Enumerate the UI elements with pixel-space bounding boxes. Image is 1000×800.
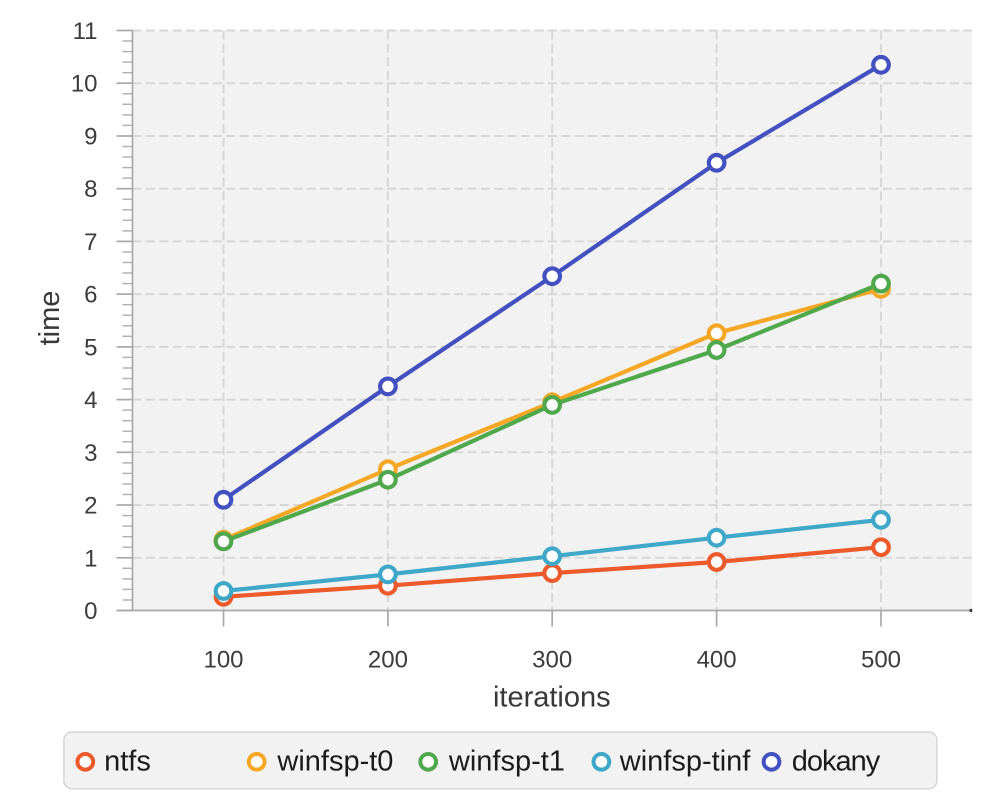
svg-text:400: 400 — [697, 646, 737, 673]
svg-text:winfsp-t0: winfsp-t0 — [276, 746, 393, 778]
svg-text:6: 6 — [84, 282, 97, 309]
svg-text:5: 5 — [84, 334, 97, 361]
svg-text:7: 7 — [84, 229, 97, 256]
svg-text:2: 2 — [84, 493, 97, 520]
svg-text:11: 11 — [73, 18, 98, 45]
svg-text:300: 300 — [532, 646, 572, 673]
svg-text:dokany: dokany — [792, 746, 881, 778]
svg-text:4: 4 — [84, 387, 97, 414]
svg-text:3: 3 — [84, 440, 97, 467]
svg-text:9: 9 — [84, 124, 97, 151]
svg-text:winfsp-tinf: winfsp-tinf — [619, 746, 751, 778]
svg-text:8: 8 — [84, 176, 97, 203]
svg-text:100: 100 — [203, 646, 243, 673]
svg-text:ntfs: ntfs — [104, 746, 151, 778]
svg-text:iterations: iterations — [493, 682, 611, 714]
svg-text:winfsp-t1: winfsp-t1 — [448, 746, 565, 778]
svg-text:10: 10 — [71, 71, 98, 98]
svg-text:0: 0 — [84, 598, 97, 625]
svg-text:time: time — [34, 291, 66, 346]
svg-text:200: 200 — [368, 646, 408, 673]
svg-text:500: 500 — [861, 646, 901, 673]
svg-text:1: 1 — [84, 545, 97, 572]
